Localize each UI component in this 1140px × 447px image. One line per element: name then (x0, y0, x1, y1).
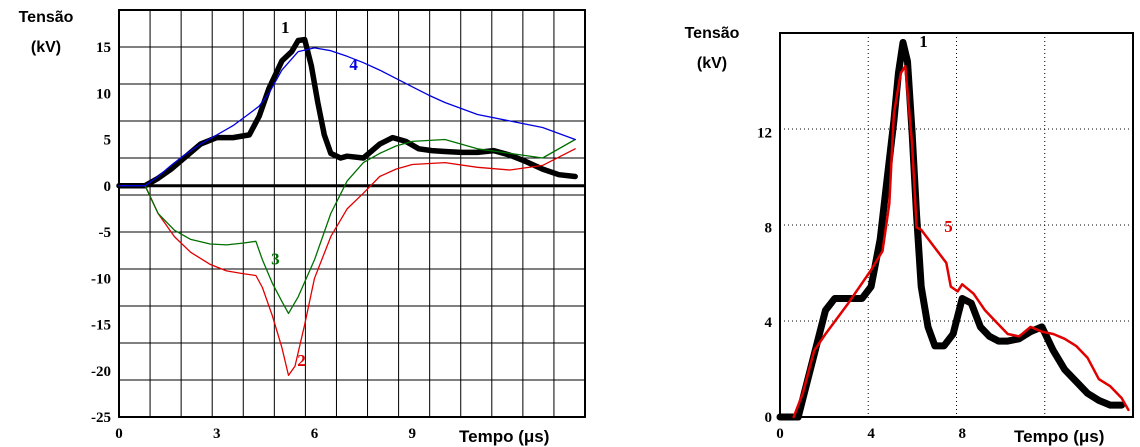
y-tick-label: 15 (96, 40, 111, 56)
y-tick-label: -20 (91, 364, 111, 380)
series-annotation-3: 3 (271, 249, 280, 268)
chart-right: 12 8 4 00 4 8 Tensão (kV) Tempo (μs) 1 5 (685, 25, 1134, 446)
y-tick-label: 12 (757, 126, 772, 142)
y-tick-label: 0 (104, 179, 112, 195)
x-tick-label: 8 (958, 426, 966, 442)
plot-frame (118, 9, 586, 418)
series-line-1 (116, 36, 578, 189)
x-axis-title: Tempo (μs) (1014, 427, 1104, 446)
series-line-1 (776, 39, 1126, 421)
y-tick-label: -10 (91, 271, 111, 287)
series-line-2 (118, 148, 576, 377)
series-annotation-5: 5 (944, 217, 953, 236)
y-tick-label: 4 (765, 315, 773, 331)
y-tick-label: 0 (765, 410, 773, 426)
x-tick-label: 0 (115, 426, 123, 442)
y-tick-label: -25 (91, 410, 111, 426)
series-line-3 (118, 138, 576, 315)
grid (780, 33, 1133, 417)
series-annotation-1: 1 (281, 18, 290, 37)
y-axis-unit: (kV) (697, 55, 727, 72)
x-tick-label: 3 (213, 426, 221, 442)
x-tick-label: 9 (409, 426, 417, 442)
y-tick-label: 10 (96, 86, 111, 102)
x-tick-label: 0 (776, 426, 784, 442)
series-annotation-2: 2 (297, 351, 306, 370)
series-annotation-4: 4 (349, 55, 358, 74)
series-line-4 (118, 47, 576, 187)
series-annotation-1: 1 (919, 32, 928, 51)
series-line-5 (792, 64, 1130, 419)
y-tick-label: -5 (99, 225, 112, 241)
x-axis-title: Tempo (μs) (459, 427, 549, 446)
y-axis-title: Tensão (19, 9, 74, 26)
x-tick-label: 4 (867, 426, 875, 442)
y-axis-unit: (kV) (31, 39, 61, 56)
x-tick-label: 6 (311, 426, 319, 442)
y-tick-label: 5 (104, 133, 112, 149)
y-tick-label: 8 (765, 220, 773, 236)
y-axis-title: Tensão (685, 25, 740, 42)
y-tick-label: -15 (91, 318, 111, 334)
plot-frame (779, 32, 1134, 418)
